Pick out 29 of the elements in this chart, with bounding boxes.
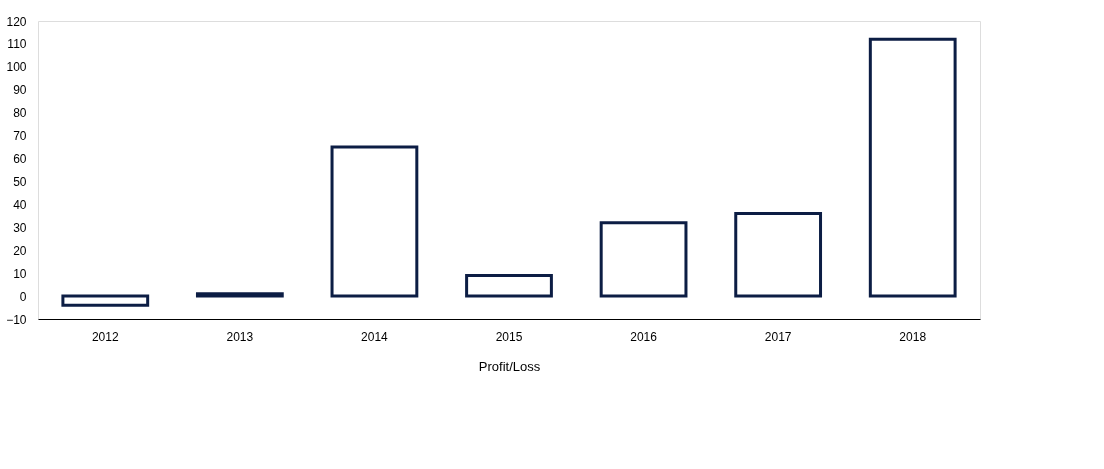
x-axis-title: Profit/Loss — [478, 358, 541, 374]
bar — [599, 221, 688, 298]
y-tick-label: 10 — [13, 266, 27, 281]
y-tick-label: 110 — [7, 37, 27, 52]
y-tick-label: 120 — [6, 14, 27, 29]
bar — [734, 212, 823, 298]
y-tick-label: −10 — [6, 312, 27, 327]
y-tick-label: 80 — [13, 106, 27, 121]
y-tick-label: 90 — [13, 83, 27, 98]
bar — [465, 273, 553, 298]
x-tick-label: 2012 — [91, 329, 119, 344]
y-tick-label: 60 — [13, 152, 27, 167]
x-tick-label: 2017 — [764, 329, 792, 344]
x-tick-label: 2014 — [361, 329, 389, 344]
y-tick-label: 0 — [19, 289, 27, 304]
x-tick-label: 2013 — [226, 329, 254, 344]
bar — [330, 145, 419, 298]
bar — [61, 294, 150, 307]
y-tick-label: 70 — [13, 129, 27, 144]
y-tick-label: 20 — [13, 243, 27, 258]
x-tick-label: 2015 — [495, 329, 523, 344]
y-tick-label: 100 — [6, 60, 27, 75]
y-tick-label: 30 — [13, 220, 27, 235]
bar — [868, 37, 957, 298]
bar — [195, 292, 284, 298]
y-tick-label: 40 — [13, 197, 27, 212]
y-tick-label: 50 — [13, 174, 27, 189]
x-tick-label: 2016 — [630, 329, 658, 344]
x-tick-label: 2018 — [899, 329, 927, 344]
